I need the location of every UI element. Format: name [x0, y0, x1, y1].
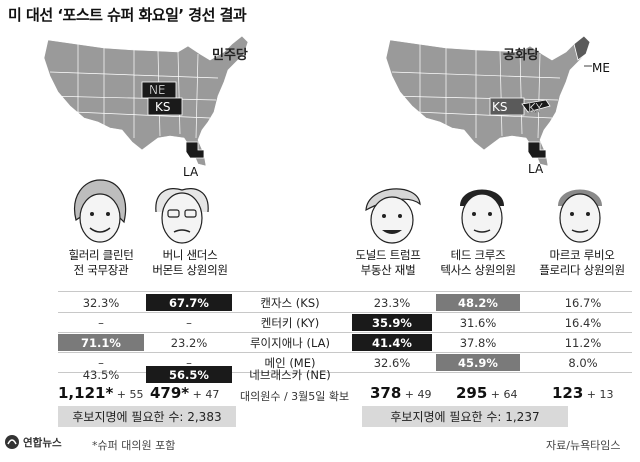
delegates-rubio: 123 + 13 [552, 384, 614, 402]
trump-portrait [358, 176, 426, 250]
dem-la-callout: LA [183, 165, 199, 179]
rep-need-box: 후보지명에 필요한 수: 1,237 [362, 406, 568, 427]
result-trump-ky: 35.9% [352, 314, 432, 331]
row-separator [58, 372, 632, 373]
yonhap-logo-text: 연합뉴스 [23, 436, 62, 449]
result-cruz-la: 37.8% [459, 335, 497, 350]
state-label-la: 루이지애나 (LA) [249, 335, 331, 350]
result-sanders-me: – [186, 355, 192, 370]
dem-state-ks [147, 97, 183, 116]
dem-party-label: 민주당 [212, 48, 248, 63]
row-separator [58, 332, 632, 333]
result-cruz-me: 45.9% [436, 354, 520, 371]
delegates-cruz: 295 + 64 [456, 384, 518, 402]
dem-map: NE KS [38, 26, 258, 168]
row-separator [58, 291, 632, 292]
result-cruz-ks: 48.2% [436, 294, 520, 311]
clinton-portrait [66, 176, 134, 250]
result-rubio-la: 11.2% [564, 335, 602, 350]
clinton-name: 힐러리 클린턴 전 국무장관 [68, 248, 134, 277]
row-separator [58, 312, 632, 313]
dem-label-ks: KS [155, 100, 171, 114]
delegates-trump: 378 + 49 [370, 384, 432, 402]
result-clinton-la: 71.1% [58, 334, 144, 351]
result-clinton-me: – [98, 355, 104, 370]
delegates-sanders: 479* + 47 [150, 384, 220, 402]
rep-state-la [527, 141, 547, 159]
sanders-portrait [148, 176, 216, 250]
sanders-name: 버니 샌더스 버몬트 상원의원 [152, 248, 228, 277]
result-trump-la: 41.4% [352, 334, 432, 351]
dem-us-silhouette [43, 35, 249, 167]
rubio-name: 마르코 루비오 플로리다 상원의원 [539, 248, 625, 277]
yonhap-logo: 연합뉴스 [4, 434, 62, 450]
rep-state-me [573, 35, 591, 61]
page-title: 미 대선 ‘포스트 슈퍼 화요일’ 경선 결과 [8, 6, 247, 24]
dem-need-box: 후보지명에 필요한 수: 2,383 [58, 406, 236, 427]
result-sanders-ks: 67.7% [146, 294, 232, 311]
rep-us-silhouette [385, 35, 591, 167]
rep-party-label: 공화당 [503, 48, 539, 63]
source: 자료/뉴욕타임스 [546, 439, 621, 452]
result-rubio-me: 8.0% [568, 355, 598, 370]
dem-label-ne: NE [149, 83, 166, 97]
result-trump-me: 32.6% [373, 355, 411, 370]
result-clinton-ne: 43.5% [82, 367, 120, 382]
rep-state-ky [521, 99, 551, 113]
result-sanders-ne: 56.5% [146, 366, 232, 383]
rep-label-ks: KS [492, 100, 508, 114]
result-trump-ks: 23.3% [373, 295, 411, 310]
row-separator [58, 352, 632, 353]
state-label-ks: 캔자스 (KS) [260, 295, 320, 310]
dem-state-la [185, 141, 205, 159]
rubio-portrait [546, 176, 614, 250]
rep-label-me: ME [592, 61, 610, 75]
result-cruz-ky: 31.6% [459, 315, 497, 330]
cruz-name: 테드 크루즈 텍사스 상원의원 [440, 248, 516, 277]
result-sanders-la: 23.2% [170, 335, 208, 350]
result-rubio-ky: 16.4% [564, 315, 602, 330]
yonhap-logo-icon [5, 435, 19, 449]
rep-state-grid [387, 44, 561, 139]
rep-la-callout: LA [528, 162, 544, 176]
footnote: *슈퍼 대의원 포함 [92, 439, 176, 452]
rep-label-ky: KY [528, 101, 543, 115]
cruz-portrait [448, 176, 516, 250]
state-label-ne: 네브래스카 (NE) [249, 367, 331, 382]
delegates-clinton: 1,121* + 55 [58, 384, 144, 402]
trump-name: 도널드 트럼프 부동산 재벌 [355, 248, 421, 277]
result-rubio-ks: 16.7% [564, 295, 602, 310]
result-clinton-ks: 32.3% [82, 295, 120, 310]
result-sanders-ky: – [186, 315, 192, 330]
state-label-me: 메인 (ME) [264, 355, 316, 370]
rep-map: KS KY ME [380, 26, 620, 168]
state-label-ky: 켄터키 (KY) [260, 315, 320, 330]
delegates-caption: 대의원수 / 3월5일 확보 [240, 390, 350, 403]
result-clinton-ky: – [98, 315, 104, 330]
